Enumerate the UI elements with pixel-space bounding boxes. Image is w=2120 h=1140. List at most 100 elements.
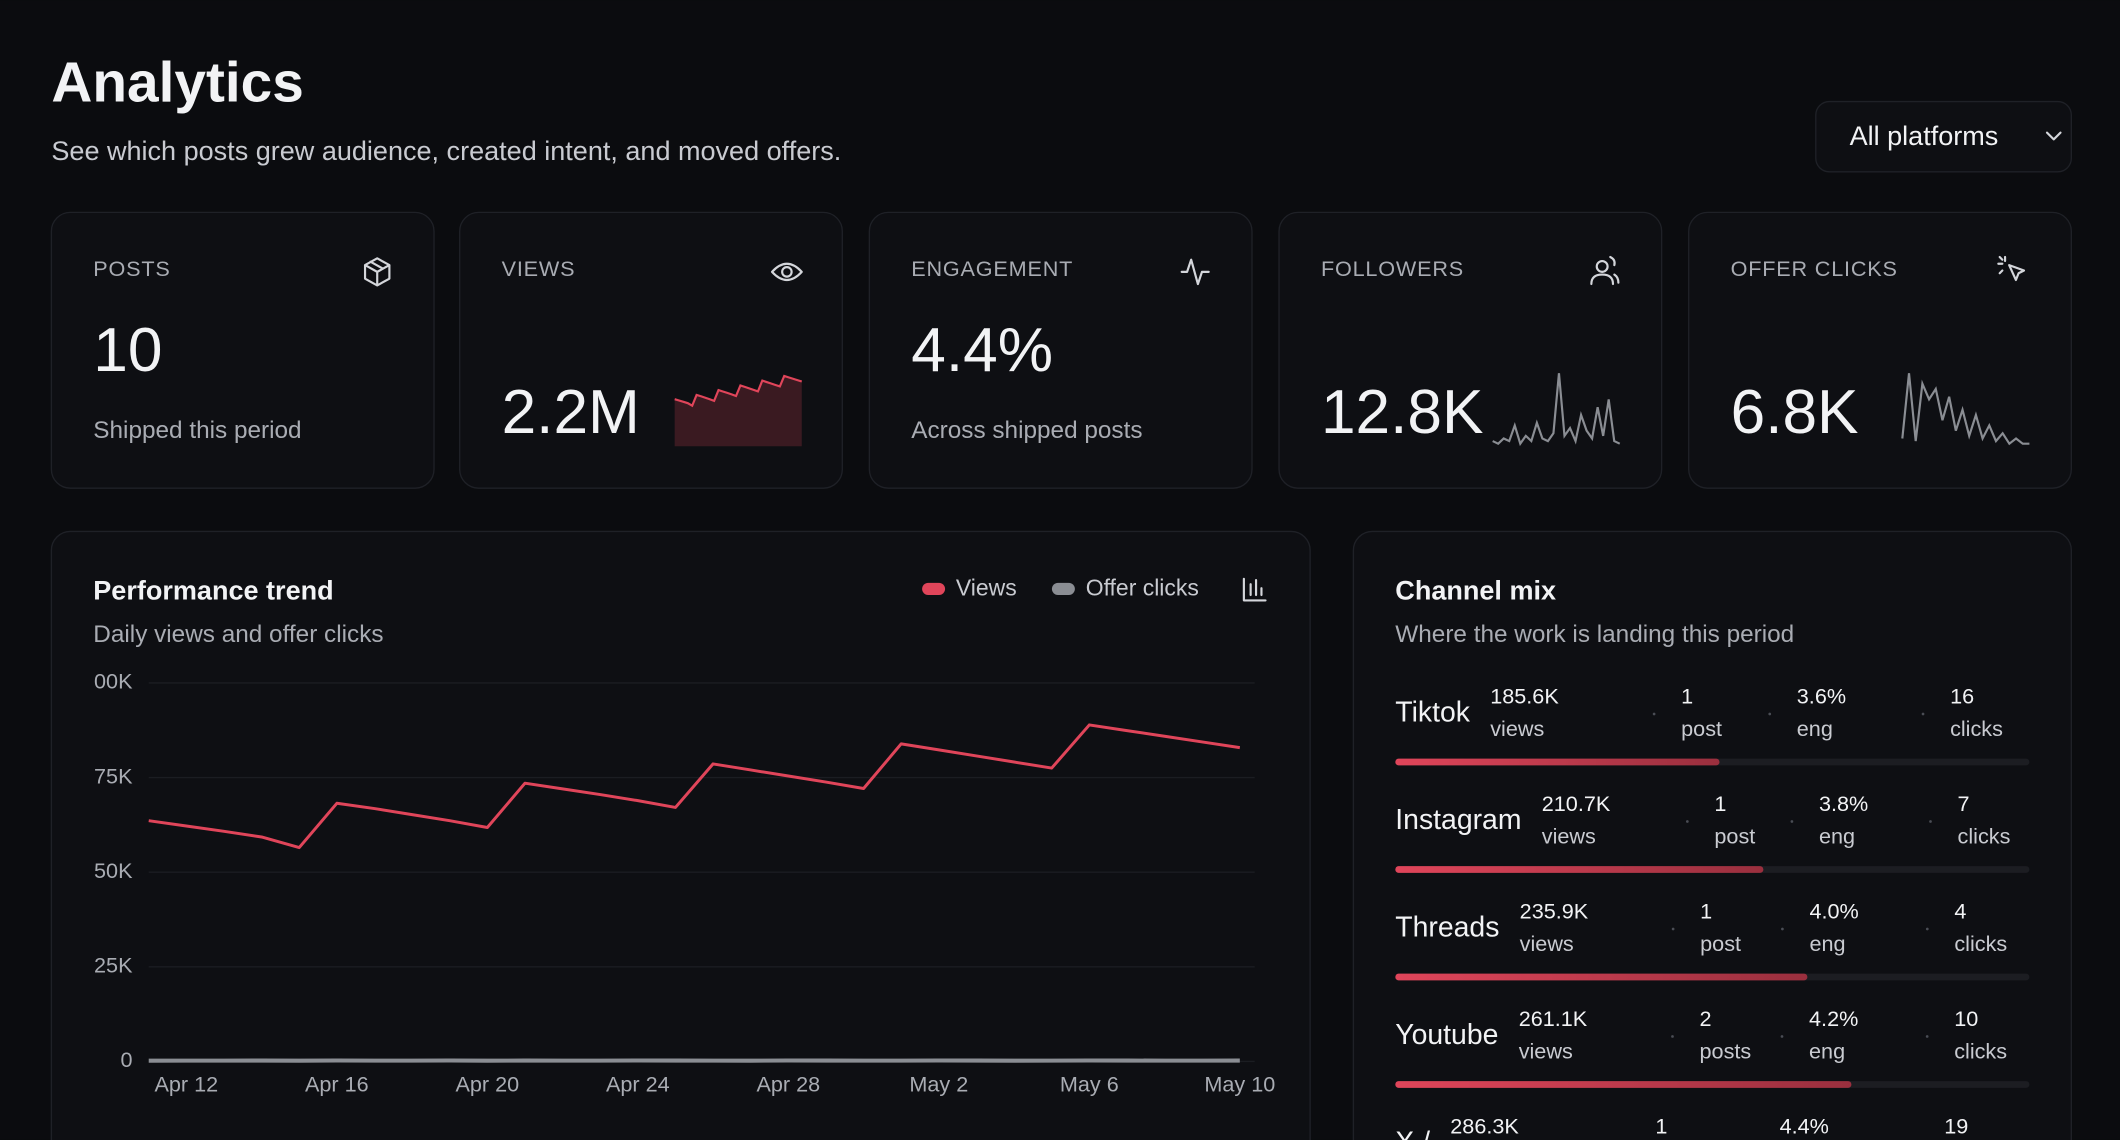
separator-dot (1652, 712, 1656, 716)
channel-views: 235.9K (1520, 898, 1589, 923)
channel-views: 185.6K (1490, 683, 1559, 708)
channel-views-unit: views (1542, 823, 1596, 848)
followers-icon-body (1590, 255, 1620, 286)
channel-title: Channel mix (1395, 575, 1556, 605)
channel-posts-unit: post (1714, 823, 1755, 848)
channel-clicks: 10 (1954, 1006, 1978, 1031)
separator-dot (1780, 1035, 1784, 1038)
separator-dot (1686, 820, 1689, 823)
stat-note: Shipped this period (93, 417, 301, 444)
channel-posts: 1 (1714, 791, 1726, 816)
bar (1395, 866, 1764, 873)
views-icon (770, 262, 803, 282)
channel-clicks: 19 (1944, 1113, 1968, 1138)
views-sparkline (674, 374, 803, 408)
x-tick-label: Apr 16 (305, 1072, 369, 1097)
chart-type-icon[interactable] (1242, 577, 1267, 602)
x-tick-label: May 2 (909, 1072, 968, 1097)
page-subtitle: See which posts grew audience, created i… (51, 136, 841, 166)
stat-value: 4.4% (911, 316, 1053, 385)
channel-clicks: 4 (1954, 898, 1966, 923)
channel-views: 210.7K (1542, 791, 1611, 816)
legend-swatch (1051, 582, 1075, 596)
channel-clicks: 16 (1950, 683, 1974, 708)
channel-clicks-unit: clicks (1954, 931, 2007, 956)
views-spark-area (674, 375, 802, 447)
x-tick-label: May 10 (1204, 1072, 1275, 1097)
stat-label: OFFER CLICKS (1731, 256, 1898, 281)
y-tick-label: 0 (120, 1047, 132, 1072)
stat-value: 12.8K (1321, 378, 1484, 447)
channel-clicks-unit: clicks (1958, 823, 2011, 848)
click-icon (1997, 255, 2026, 282)
x-tick-label: Apr 28 (756, 1072, 820, 1097)
bar (1395, 1081, 1852, 1088)
stat-card (50, 211, 435, 489)
stat-label: FOLLOWERS (1321, 256, 1464, 281)
channel-eng-unit: eng (1797, 716, 1833, 741)
views-icon-pupil (781, 266, 793, 278)
x-tick-label: Apr 12 (154, 1072, 218, 1097)
channel-posts: 1 (1655, 1113, 1667, 1138)
trend-plot: 0 25K 50K 75K 00K Apr 12 Apr 16 Apr 20 Apr 24 Apr… (94, 669, 1275, 1097)
channel-posts-unit: post (1681, 716, 1722, 741)
chart-title: Performance trend (93, 575, 333, 605)
channel-clicks-unit: clicks (1950, 716, 2003, 741)
stat-card (1278, 211, 1663, 489)
chevron-icon[interactable] (2045, 131, 2062, 141)
legend: Views Offer clicks (922, 575, 1199, 601)
y-tick-label: 75K (94, 763, 133, 788)
stat-card (868, 211, 1253, 489)
x-tick-label: Apr 20 (455, 1072, 519, 1097)
sparkline (1901, 373, 2030, 446)
separator-dot (1925, 927, 1929, 931)
legend-label: Offer clicks (1086, 575, 1199, 601)
channel-eng: 3.8% (1819, 791, 1868, 816)
stat-value: 10 (93, 316, 162, 385)
x-tick-label: Apr 24 (606, 1072, 670, 1097)
channel-name: X / (1395, 1126, 1430, 1140)
channel-eng: 4.0% (1809, 898, 1858, 923)
channel-posts-unit: post (1700, 931, 1741, 956)
separator-dot (1671, 927, 1675, 931)
separator-dot (1768, 712, 1772, 716)
y-tick-label: 00K (94, 669, 133, 694)
channel-views-unit: views (1490, 716, 1544, 741)
posts-icon (363, 257, 391, 287)
bar (1395, 973, 1808, 981)
stat-cards: POSTS 10 Shipped this period VIEWS 2.2M ENGAG… (50, 211, 2073, 489)
channel-posts: 1 (1700, 898, 1712, 923)
separator-dot (1790, 820, 1794, 823)
trend-card (50, 530, 1311, 1140)
channel-name: Tiktok (1395, 696, 1470, 728)
channel-name: Instagram (1395, 804, 1521, 836)
channel-rows: Tiktok 185.6K views 1 post 3.6% eng 16 clicks Ins… (1395, 683, 2030, 1140)
stat-label: ENGAGEMENT (911, 256, 1073, 281)
icons (363, 255, 2026, 287)
x-tick-label: May 6 (1060, 1072, 1119, 1097)
legend-label: Views (956, 575, 1017, 601)
legend-swatch (922, 582, 946, 596)
filter-label[interactable]: All platforms (1850, 121, 1999, 151)
channel-clicks: 7 (1958, 791, 1970, 816)
channel-views: 261.1K (1519, 1006, 1588, 1031)
channel-eng-unit: eng (1809, 1038, 1845, 1063)
series-line (148, 723, 1241, 850)
stat-note: Across shipped posts (911, 417, 1142, 444)
sparkline (1492, 373, 1621, 447)
followers-icon-head (1595, 259, 1609, 273)
filter-box[interactable] (1815, 100, 2073, 173)
stat-value: 6.8K (1731, 378, 1859, 447)
stat-value: 2.2M (502, 378, 640, 447)
platform-filter[interactable]: All platforms (1815, 100, 2073, 173)
channel-name: Threads (1395, 911, 1499, 943)
chart-subtitle: Daily views and offer clicks (93, 621, 383, 648)
channel-posts: 1 (1681, 683, 1693, 708)
separator-dot (1929, 820, 1932, 823)
channel-eng: 4.4% (1780, 1113, 1829, 1138)
stat-label: POSTS (93, 256, 170, 281)
channel-views-unit: views (1519, 1038, 1573, 1063)
channel-eng: 3.6% (1797, 683, 1846, 708)
